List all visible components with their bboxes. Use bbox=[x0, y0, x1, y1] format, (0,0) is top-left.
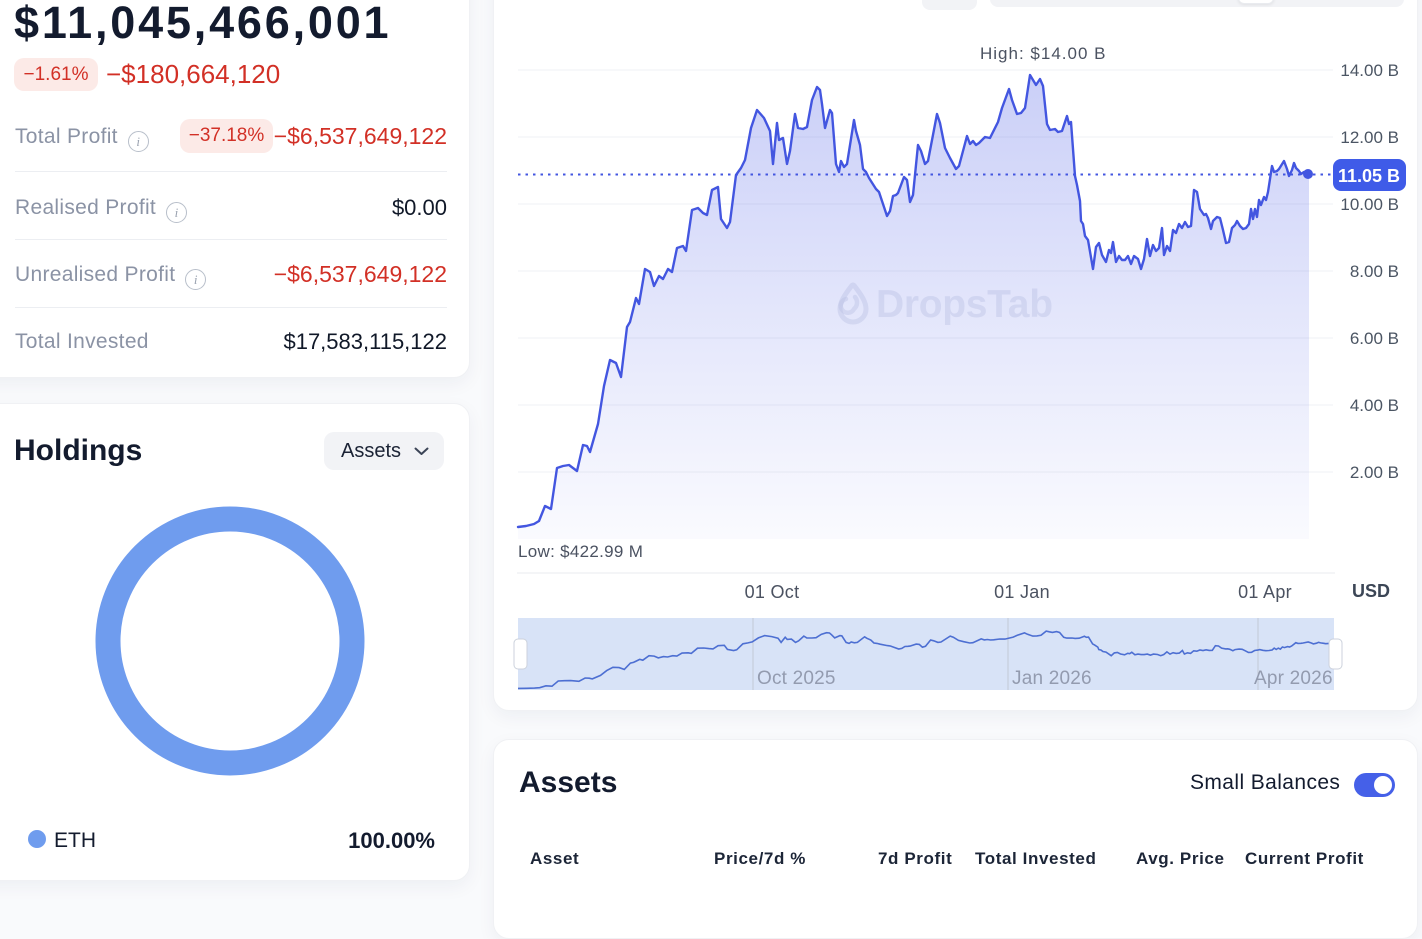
svg-text:14.00 B: 14.00 B bbox=[1340, 61, 1399, 80]
svg-text:01 Apr: 01 Apr bbox=[1238, 582, 1292, 602]
svg-text:USD: USD bbox=[1352, 581, 1390, 601]
svg-text:8.00 B: 8.00 B bbox=[1350, 262, 1399, 281]
svg-text:6.00 B: 6.00 B bbox=[1350, 329, 1399, 348]
svg-text:10.00 B: 10.00 B bbox=[1340, 195, 1399, 214]
svg-text:Oct 2025: Oct 2025 bbox=[757, 668, 836, 689]
svg-text:Jan 2026: Jan 2026 bbox=[1012, 668, 1092, 689]
svg-text:2.00 B: 2.00 B bbox=[1350, 463, 1399, 482]
svg-text:11.05 B: 11.05 B bbox=[1338, 166, 1400, 186]
svg-text:01 Jan: 01 Jan bbox=[994, 582, 1050, 602]
svg-text:12.00 B: 12.00 B bbox=[1340, 128, 1399, 147]
svg-text:4.00 B: 4.00 B bbox=[1350, 396, 1399, 415]
svg-text:01 Oct: 01 Oct bbox=[745, 582, 800, 602]
svg-text:Apr 2026: Apr 2026 bbox=[1254, 668, 1333, 689]
